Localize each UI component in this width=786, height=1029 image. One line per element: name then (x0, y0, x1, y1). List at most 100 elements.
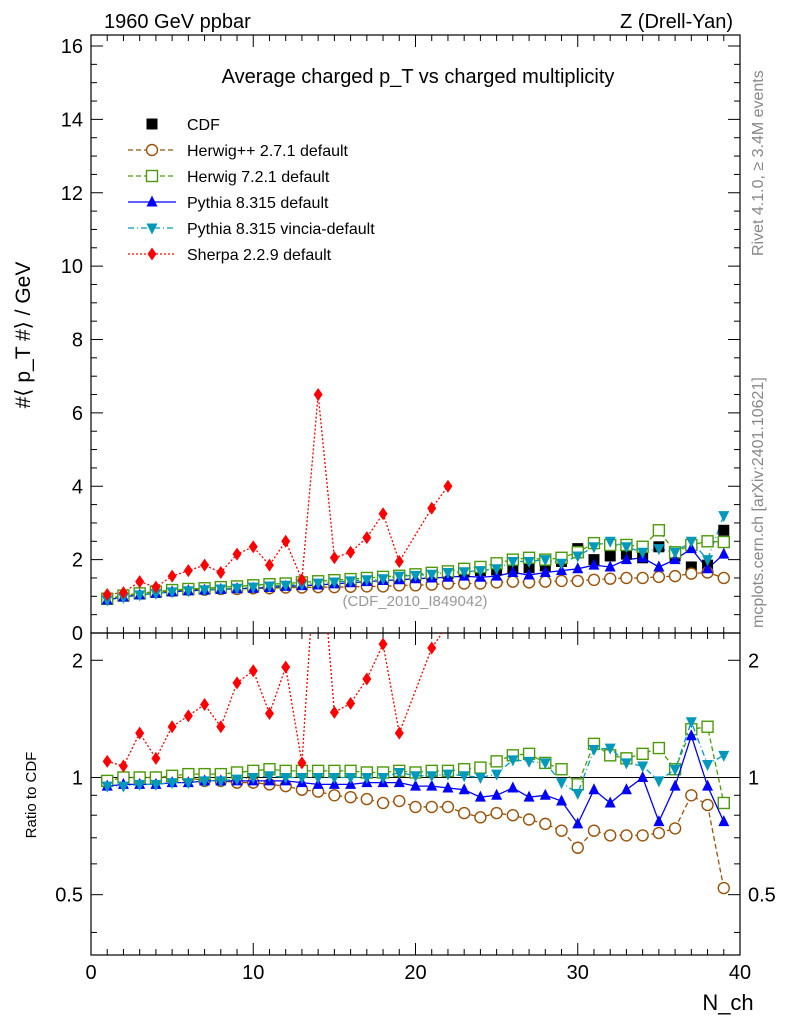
ratio-data-point (425, 800, 438, 814)
data-point (539, 565, 551, 577)
data-point (101, 595, 113, 607)
ratio-y-tick-label-right: 2 (748, 650, 759, 672)
ratio-data-point (247, 772, 259, 784)
data-point (588, 542, 600, 554)
ratio-data-point (539, 817, 552, 831)
y-axis-label: #⟨ p_T #⟩ / GeV (12, 262, 35, 409)
ratio-data-point (523, 790, 535, 802)
ratio-data-point (361, 772, 373, 784)
data-point (182, 586, 194, 598)
ratio-data-point (701, 720, 714, 733)
data-point (393, 571, 405, 583)
data-point (247, 582, 259, 594)
data-point (312, 578, 324, 590)
data-point (263, 581, 275, 593)
data-point (248, 540, 258, 554)
ratio-data-point (410, 771, 421, 783)
main-title: Average charged p_T vs charged multiplic… (222, 66, 615, 88)
ratio-data-point (280, 772, 292, 784)
x-tick-label: 30 (567, 962, 589, 984)
ratio-data-point (134, 779, 146, 791)
data-point (200, 558, 210, 572)
ratio-data-point (166, 778, 178, 790)
ratio-data-point (215, 776, 227, 788)
data-point (150, 588, 162, 600)
data-point (346, 545, 356, 559)
ratio-data-point (457, 806, 471, 820)
data-point (571, 574, 584, 588)
header-right: Z (Drell-Yan) (620, 11, 733, 33)
data-point (587, 573, 601, 587)
data-point (539, 555, 551, 567)
ratio-data-point (393, 767, 405, 779)
data-point (669, 547, 681, 559)
data-point (702, 555, 714, 567)
ratio-data-point (523, 756, 535, 768)
data-point (637, 547, 649, 559)
y-tick-label: 12 (61, 183, 83, 205)
x-tick-label: 0 (85, 962, 96, 984)
data-point (718, 547, 730, 559)
ratio-data-point (506, 809, 520, 822)
ratio-plot-area (101, 633, 730, 895)
ratio-data-point (571, 778, 584, 791)
ratio-data-point (297, 756, 307, 770)
series-line (107, 394, 449, 596)
ratio-series-line (107, 719, 725, 795)
ratio-data-point (232, 676, 242, 690)
ratio-data-point (652, 741, 666, 755)
ratio-data-point (231, 774, 243, 786)
y-tick-label: 2 (72, 550, 83, 572)
legend-label: Herwig++ 2.7.1 default (187, 143, 349, 160)
y-tick-label: 6 (72, 403, 83, 425)
ratio-data-point (442, 781, 454, 793)
ratio-data-point (669, 779, 681, 791)
ratio-data-point (409, 800, 422, 814)
ratio-data-point (101, 781, 113, 793)
ratio-data-point (264, 706, 274, 720)
ratio-data-point (636, 747, 649, 761)
data-point (426, 569, 438, 581)
header-left: 1960 GeV ppbar (104, 11, 251, 33)
data-point (717, 571, 730, 585)
data-point (281, 534, 291, 548)
ratio-data-point (702, 759, 714, 771)
legend-marker (147, 247, 157, 261)
ratio-data-point (669, 764, 681, 776)
ratio-data-point (474, 772, 486, 784)
ratio-data-point (263, 771, 275, 783)
data-point (427, 501, 437, 515)
ratio-y-tick-label-right: 0.5 (748, 885, 776, 907)
ratio-data-point (182, 778, 194, 790)
data-point (702, 562, 714, 574)
data-point (620, 571, 633, 585)
ratio-data-point (668, 822, 682, 835)
data-point (701, 535, 714, 548)
data-point (199, 585, 211, 597)
ratio-data-point (296, 772, 308, 784)
ratio-data-point (555, 824, 568, 837)
data-point (555, 574, 568, 588)
ratio-data-point (183, 709, 193, 723)
data-point (718, 511, 730, 523)
data-point (604, 560, 616, 572)
ratio-axis-label: Ratio to CDF (23, 752, 40, 839)
ratio-series-line (107, 633, 443, 767)
ratio-data-point (329, 705, 339, 719)
data-point (588, 558, 600, 570)
data-point (506, 575, 520, 588)
legend-marker (145, 143, 159, 157)
data-point (507, 556, 519, 568)
data-point (443, 479, 453, 493)
ratio-data-point (426, 771, 438, 783)
ratio-data-point (718, 750, 730, 762)
data-point (297, 573, 307, 587)
ratio-data-point (458, 771, 470, 783)
ratio-data-point (377, 772, 389, 784)
data-point (556, 558, 568, 570)
ratio-data-point (522, 813, 536, 826)
ratio-data-point (393, 794, 406, 808)
data-point (523, 568, 535, 580)
ratio-data-point (426, 779, 438, 791)
ratio-data-point (474, 790, 486, 802)
